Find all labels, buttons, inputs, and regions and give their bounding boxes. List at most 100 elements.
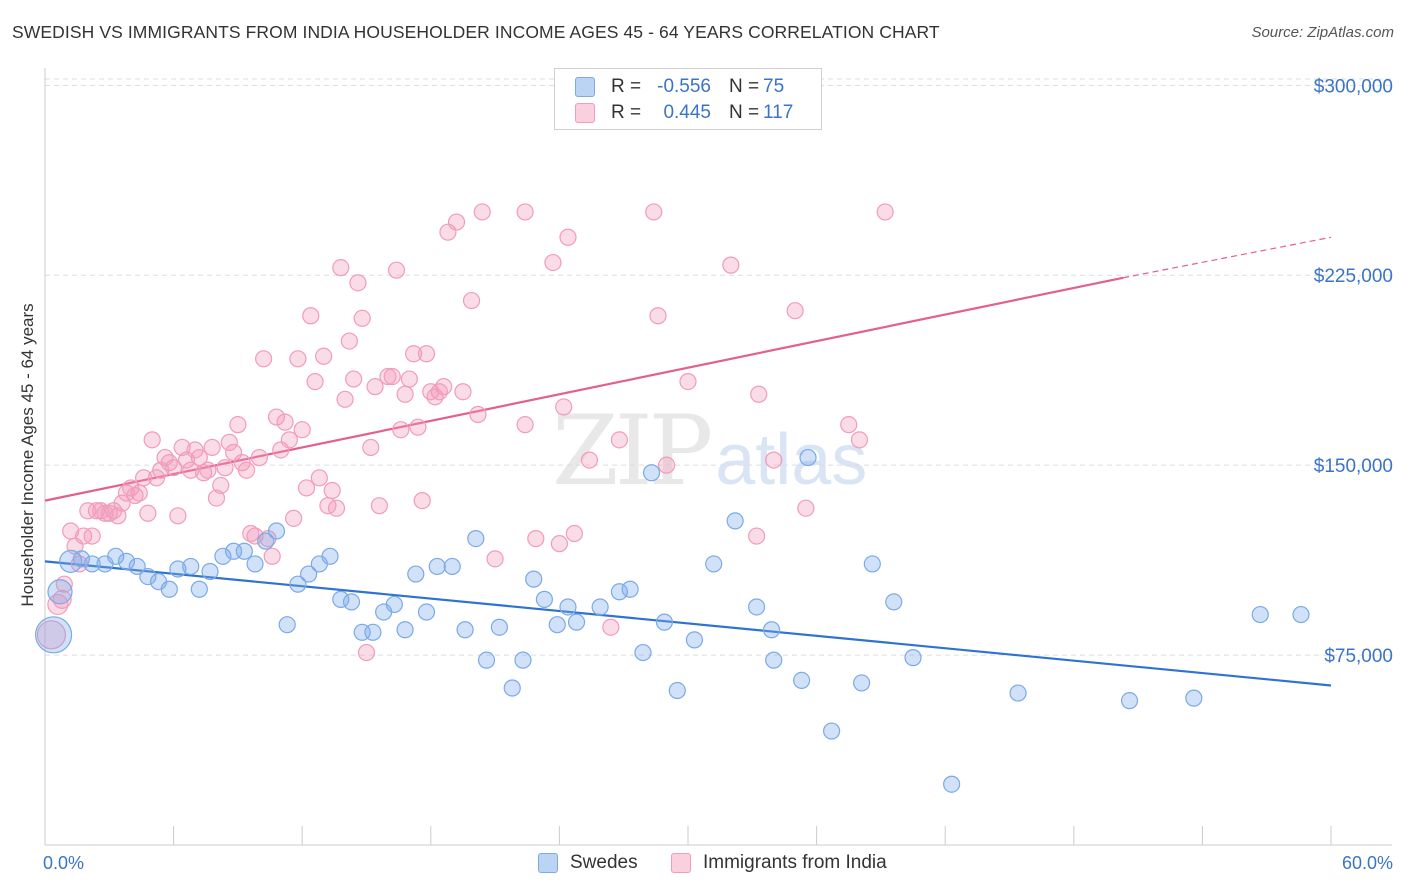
point-india <box>679 372 697 391</box>
point-swedes <box>267 522 286 540</box>
point-india <box>435 378 453 396</box>
point-india <box>417 345 436 363</box>
point-india <box>392 421 410 439</box>
point-swedes <box>1009 684 1027 702</box>
point-swedes <box>642 464 661 482</box>
point-swedes <box>535 590 553 608</box>
point-swedes <box>364 623 382 641</box>
point-swedes <box>1251 605 1269 624</box>
point-swedes <box>853 674 871 692</box>
point-india <box>276 413 294 431</box>
point-india <box>207 489 226 507</box>
point-india <box>237 461 256 479</box>
point-india <box>332 259 350 277</box>
point-india <box>173 438 191 457</box>
point-swedes <box>257 532 275 550</box>
point-india <box>765 451 783 469</box>
point-india <box>366 378 384 396</box>
y-tick-label: $150,000 <box>1314 456 1393 477</box>
point-swedes <box>490 618 508 636</box>
legend-label-swedes: Swedes <box>570 852 638 873</box>
point-swedes <box>456 621 474 639</box>
point-india <box>649 307 667 325</box>
point-swedes <box>160 580 178 598</box>
point-india <box>387 261 406 279</box>
point-india <box>409 418 427 436</box>
y-axis-label: Householder Income Ages 45 - 64 years <box>18 303 37 606</box>
point-india <box>850 431 869 449</box>
point-india <box>280 431 298 449</box>
point-india <box>216 459 234 477</box>
x-tick-label: 60.0% <box>1342 853 1393 873</box>
point-india <box>383 367 401 386</box>
legend-row-india: R = 0.445 N = 117 <box>575 101 793 125</box>
legend-swatch-swedes <box>538 853 558 873</box>
point-swedes <box>107 547 125 565</box>
point-india <box>462 291 481 310</box>
point-india <box>516 416 534 434</box>
point-india <box>297 479 316 497</box>
data-points <box>34 203 1310 793</box>
point-india <box>267 408 286 426</box>
legend-r-value-india: 0.445 <box>663 102 711 123</box>
trend-line-india <box>44 276 1124 502</box>
point-india <box>447 213 466 231</box>
point-swedes <box>747 598 766 616</box>
point-india <box>516 203 534 221</box>
point-india <box>379 367 397 386</box>
legend-item-swedes[interactable]: Swedes <box>538 852 638 874</box>
point-swedes <box>525 570 543 588</box>
point-swedes <box>610 583 629 601</box>
legend-row-swedes: R = -0.556 N = 75 <box>575 75 784 99</box>
point-swedes <box>289 575 307 593</box>
x-tick-label: 0.0% <box>43 853 84 873</box>
point-india <box>327 499 346 517</box>
point-swedes <box>278 616 296 634</box>
point-india <box>454 383 472 401</box>
point-swedes <box>943 775 961 793</box>
point-india <box>405 345 423 363</box>
point-india <box>555 398 573 416</box>
point-swedes <box>182 557 200 576</box>
point-swedes <box>762 621 781 639</box>
point-india <box>610 431 629 449</box>
point-swedes <box>128 557 146 576</box>
point-swedes <box>503 679 521 697</box>
point-swedes <box>548 616 566 634</box>
point-india <box>220 433 238 451</box>
point-india <box>544 253 562 272</box>
y-tick-label: $75,000 <box>1324 646 1393 667</box>
point-swedes <box>477 651 496 669</box>
point-swedes <box>799 448 817 467</box>
point-india <box>370 497 388 515</box>
point-india <box>840 416 858 434</box>
point-india <box>229 416 247 434</box>
legend-label-india: Immigrants from India <box>703 852 887 873</box>
point-swedes <box>214 547 232 565</box>
point-swedes <box>634 643 652 662</box>
point-india <box>323 481 341 500</box>
point-swedes <box>201 562 219 581</box>
point-swedes <box>1120 692 1139 710</box>
point-swedes <box>904 649 922 667</box>
legend-item-india[interactable]: Immigrants from India <box>671 852 887 874</box>
point-india <box>876 203 894 221</box>
point-india <box>559 228 577 246</box>
chart-source: Source: ZipAtlas.com <box>1251 24 1394 41</box>
point-swedes <box>621 580 639 598</box>
point-swedes <box>567 613 586 631</box>
axis-labels: $75,000 $150,000 $225,000 $300,000 0.0% 60.0%… <box>18 76 1393 873</box>
point-swedes <box>342 593 361 611</box>
point-swedes <box>885 593 903 611</box>
point-swedes <box>765 651 783 669</box>
point-india <box>130 484 148 502</box>
legend-r-value-swedes: -0.556 <box>657 76 711 97</box>
point-swedes <box>559 598 577 616</box>
point-swedes <box>396 621 414 639</box>
point-india <box>602 618 620 636</box>
trend-lines <box>44 236 1332 687</box>
point-swedes <box>428 557 446 576</box>
point-swedes <box>169 560 187 578</box>
point-swedes <box>34 616 73 654</box>
point-swedes <box>417 603 436 621</box>
